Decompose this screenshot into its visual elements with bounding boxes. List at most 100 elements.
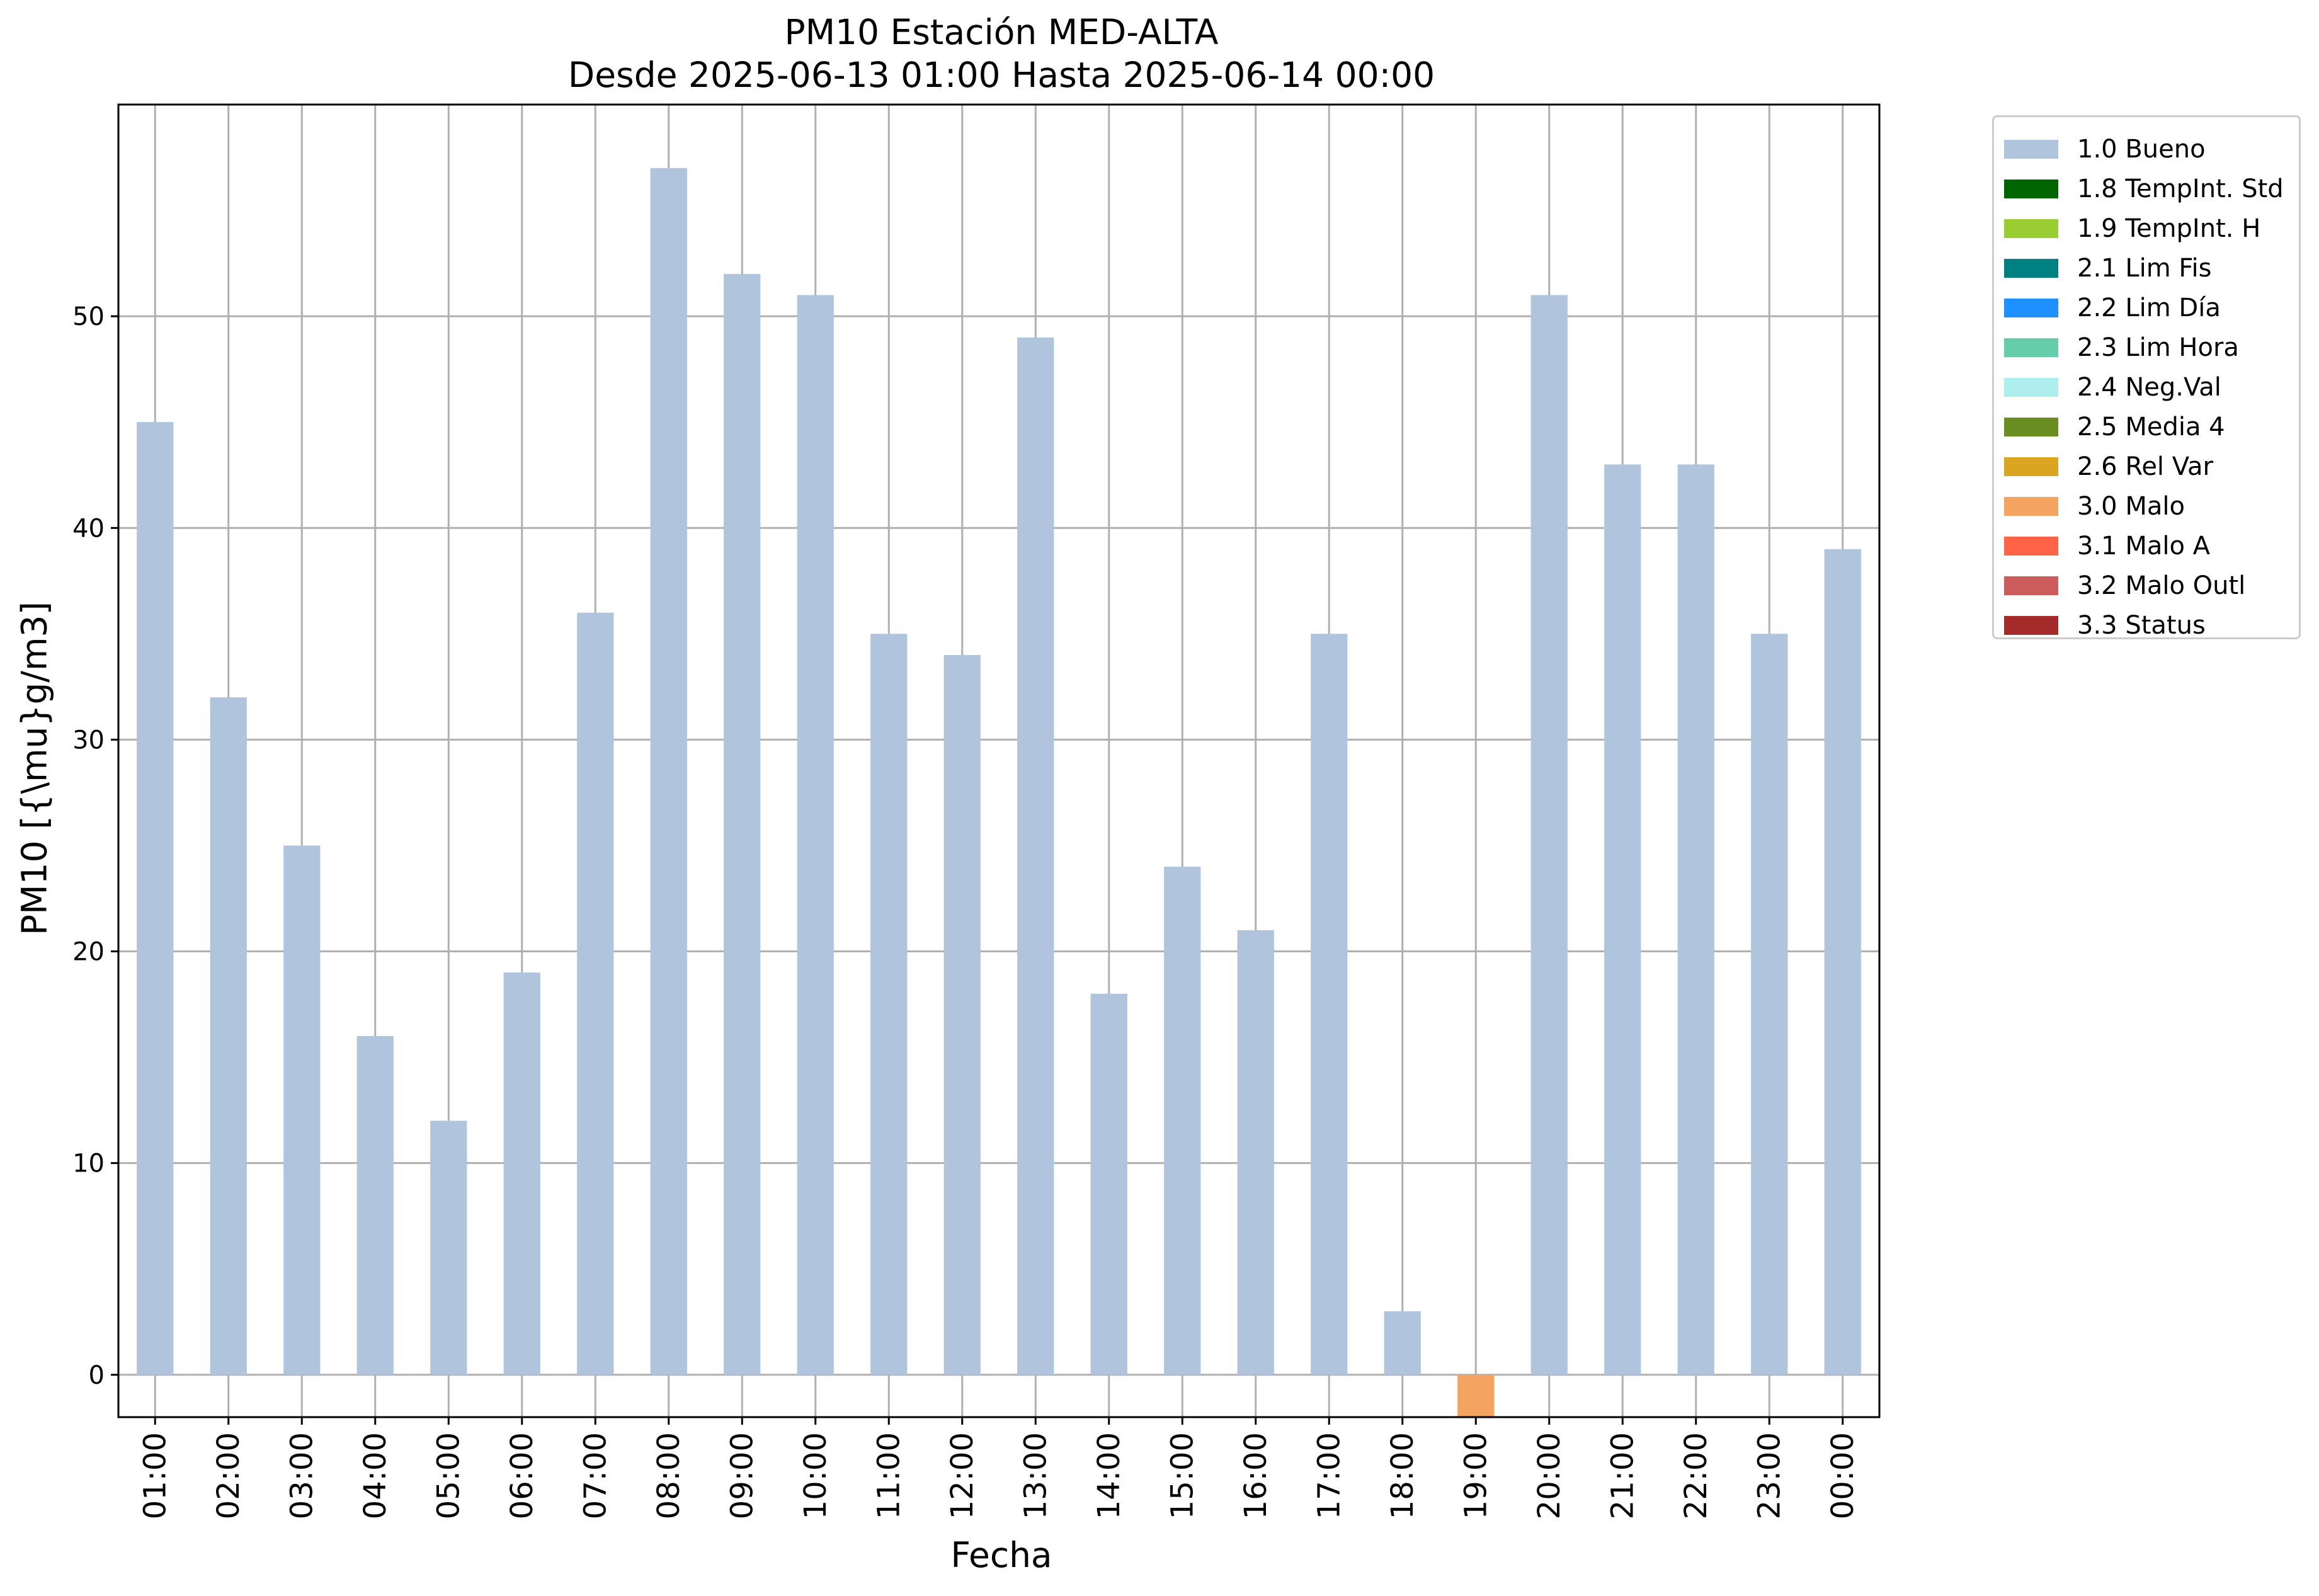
- x-tick-label: 06:00: [504, 1432, 540, 1519]
- x-tick-label: 07:00: [578, 1432, 613, 1519]
- bar-10:00: [797, 295, 834, 1375]
- legend-swatch: [2004, 496, 2058, 516]
- legend-label: 3.2 Malo Outl: [2077, 571, 2246, 600]
- bar-19:00: [1457, 1374, 1495, 1417]
- bar-09:00: [724, 273, 761, 1375]
- x-tick-label: 09:00: [724, 1432, 760, 1519]
- x-tick-label: 10:00: [798, 1432, 833, 1519]
- x-tick-label: 19:00: [1458, 1432, 1493, 1519]
- x-tick-label: 01:00: [137, 1432, 173, 1519]
- chart-title: PM10 Estación MED-ALTA: [784, 12, 1219, 52]
- legend-item: 2.2 Lim Día: [1994, 288, 2299, 328]
- x-tick-label: 08:00: [651, 1432, 687, 1519]
- y-tick-label: 10: [72, 1149, 105, 1178]
- y-tick-label: 50: [72, 302, 105, 331]
- bar-15:00: [1164, 867, 1201, 1375]
- x-tick-label: 12:00: [945, 1432, 980, 1519]
- legend-swatch: [2004, 258, 2058, 278]
- legend-label: 3.1 Malo A: [2077, 531, 2211, 561]
- legend-label: 2.3 Lim Hora: [2077, 333, 2239, 362]
- bar-23:00: [1751, 634, 1788, 1375]
- x-tick-label: 23:00: [1752, 1432, 1787, 1519]
- bar-00:00: [1824, 549, 1861, 1375]
- plot-frame: [117, 103, 1881, 1418]
- legend-swatch: [2004, 536, 2058, 556]
- legend-label: 1.0 Bueno: [2077, 134, 2206, 164]
- x-tick-label: 03:00: [284, 1432, 319, 1519]
- legend-item: 2.6 Rel Var: [1994, 447, 2299, 486]
- legend-item: 2.4 Neg.Val: [1994, 367, 2299, 407]
- legend-label: 2.2 Lim Día: [2077, 293, 2221, 322]
- y-tick-label: 40: [72, 514, 105, 543]
- legend-swatch: [2004, 576, 2058, 595]
- x-tick-label: 21:00: [1605, 1432, 1640, 1519]
- legend-item: 3.3 Status: [1994, 605, 2299, 645]
- bar-13:00: [1017, 337, 1054, 1375]
- x-tick-label: 14:00: [1091, 1432, 1127, 1519]
- legend-label: 2.5 Media 4: [2077, 412, 2225, 442]
- x-tick-label: 04:00: [358, 1432, 393, 1519]
- bar-layer: [137, 168, 1861, 1417]
- legend-label: 1.8 TempInt. Std: [2077, 174, 2284, 203]
- bar-03:00: [283, 845, 321, 1375]
- legend: 1.0 Bueno 1.8 TempInt. Std 1.9 TempInt. H 2…: [1992, 115, 2301, 639]
- bar-02:00: [210, 697, 247, 1375]
- y-axis-label: PM10 [{\mu}g/m3]: [14, 601, 55, 935]
- chart-subtitle: Desde 2025-06-13 01:00 Hasta 2025-06-14 …: [567, 55, 1435, 95]
- bar-18:00: [1384, 1311, 1421, 1375]
- legend-swatch: [2004, 615, 2058, 635]
- legend-label: 1.9 TempInt. H: [2077, 214, 2261, 243]
- legend-item: 1.9 TempInt. H: [1994, 208, 2299, 248]
- legend-swatch: [2004, 417, 2058, 436]
- x-tick-label: 20:00: [1532, 1432, 1567, 1519]
- legend-item: 1.8 TempInt. Std: [1994, 169, 2299, 208]
- legend-item: 2.3 Lim Hora: [1994, 328, 2299, 367]
- legend-swatch: [2004, 338, 2058, 357]
- legend-label: 2.1 Lim Fis: [2077, 253, 2212, 283]
- x-tick-label: 00:00: [1825, 1432, 1860, 1519]
- x-tick-label: 13:00: [1018, 1432, 1053, 1519]
- x-tick-label: 15:00: [1165, 1432, 1200, 1519]
- x-tick-label: 02:00: [211, 1432, 246, 1519]
- x-tick-label: 18:00: [1385, 1432, 1420, 1519]
- legend-swatch: [2004, 298, 2058, 317]
- y-tick-label: 30: [72, 726, 105, 755]
- x-tick-label: 11:00: [871, 1432, 906, 1519]
- y-tick-label: 20: [72, 938, 105, 967]
- legend-item: 3.0 Malo: [1994, 486, 2299, 526]
- bar-12:00: [943, 654, 981, 1375]
- bar-04:00: [356, 1035, 394, 1375]
- bar-14:00: [1090, 993, 1127, 1375]
- bar-21:00: [1604, 464, 1641, 1375]
- tick-layer: 0 10 20 30 40 50 01:00 02:00 03:00 04:00 05:00 06:0…: [72, 302, 1860, 1519]
- y-tick-label: 0: [89, 1361, 105, 1390]
- legend-swatch: [2004, 377, 2058, 397]
- legend-item: 1.0 Bueno: [1994, 129, 2299, 169]
- legend-label: 2.6 Rel Var: [2077, 452, 2213, 481]
- bar-20:00: [1530, 295, 1568, 1375]
- x-tick-label: 16:00: [1238, 1432, 1273, 1519]
- legend-swatch: [2004, 139, 2058, 159]
- bar-11:00: [870, 634, 908, 1375]
- legend-swatch: [2004, 457, 2058, 476]
- legend-item: 2.1 Lim Fis: [1994, 248, 2299, 288]
- legend-item: 3.1 Malo A: [1994, 526, 2299, 566]
- bar-22:00: [1677, 464, 1714, 1375]
- x-tick-label: 17:00: [1311, 1432, 1347, 1519]
- legend-swatch: [2004, 219, 2058, 238]
- bar-08:00: [650, 168, 687, 1375]
- bar-16:00: [1237, 930, 1274, 1375]
- legend-item: 2.5 Media 4: [1994, 407, 2299, 447]
- x-axis-label: Fecha: [950, 1535, 1052, 1575]
- bar-01:00: [137, 422, 174, 1375]
- bar-07:00: [577, 612, 614, 1375]
- bar-17:00: [1311, 634, 1348, 1375]
- x-tick-label: 22:00: [1678, 1432, 1714, 1519]
- legend-swatch: [2004, 179, 2058, 198]
- legend-item: 3.2 Malo Outl: [1994, 566, 2299, 605]
- legend-label: 3.0 Malo: [2077, 491, 2185, 521]
- bar-05:00: [430, 1120, 467, 1375]
- legend-label: 2.4 Neg.Val: [2077, 372, 2221, 402]
- x-tick-label: 05:00: [431, 1432, 466, 1519]
